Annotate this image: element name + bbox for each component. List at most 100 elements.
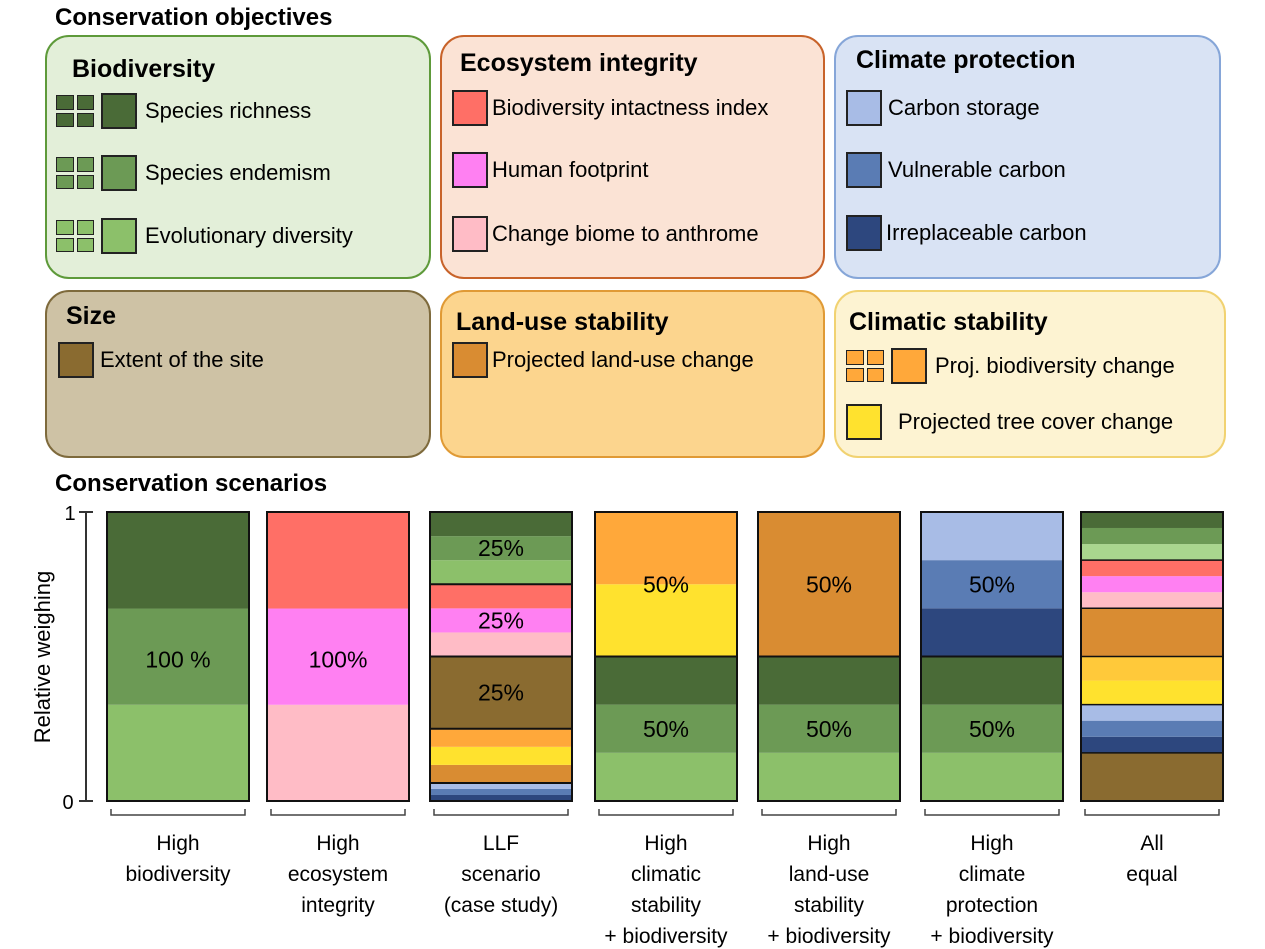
bar-segment (921, 560, 1063, 609)
bar-segment (267, 608, 409, 705)
grid-icon (846, 350, 884, 382)
legend-label: Species richness (145, 98, 312, 123)
swatch (846, 152, 882, 188)
data-label: 25% (478, 607, 524, 633)
category-label: protection (946, 894, 1038, 917)
legend-item-vulnerable-carbon: Vulnerable carbon (846, 152, 1066, 188)
bar-stack: 100% High ecosystem integrity (266, 511, 410, 917)
category-label: High (807, 832, 850, 855)
legend-label: Species endemism (145, 160, 331, 185)
legend-item-landuse-change: Projected land-use change (452, 342, 754, 378)
bar-stack: 50% 50% High land-use stability + biodiversit… (757, 511, 901, 948)
bar-outline (757, 511, 901, 802)
category-bracket (924, 809, 1060, 816)
ecosystem-title: Ecosystem integrity (460, 49, 698, 77)
legend-label: Evolutionary diversity (145, 223, 353, 248)
bar-outline (920, 511, 1064, 802)
legend-item-evolutionary-diversity: Evolutionary diversity (56, 218, 353, 254)
data-label: 50% (806, 571, 852, 597)
bar-outline (106, 511, 250, 802)
category-label: High (970, 832, 1013, 855)
legend-item-biodiversity-intactness: Biodiversity intactness index (452, 90, 768, 126)
category-label: High (644, 832, 687, 855)
bar-segment (430, 632, 572, 657)
bar-segment (1081, 608, 1223, 657)
data-label: 100% (309, 646, 368, 672)
category-label: (case study) (444, 894, 558, 917)
bar-segment (595, 584, 737, 657)
legend-item-carbon-storage: Carbon storage (846, 90, 1040, 126)
bar-segment (921, 656, 1063, 705)
category-label: stability (631, 894, 702, 917)
bar-segment (921, 608, 1063, 657)
bar-segment (1081, 560, 1223, 577)
category-label: equal (1126, 863, 1177, 886)
legend-item-human-footprint: Human footprint (452, 152, 649, 188)
category-label: High (316, 832, 359, 855)
bar-segment (1081, 527, 1223, 545)
climate-protection-title: Climate protection (856, 46, 1076, 74)
bar-stack: 50% 50% High climatic stability + biodiversit… (594, 511, 738, 948)
bar-segment (595, 704, 737, 753)
data-label: 25% (478, 535, 524, 561)
bar-outline (266, 511, 410, 802)
swatch (846, 404, 882, 440)
bar-stack: 50% 50% High climate protection + biodiversit… (920, 511, 1064, 948)
bar-segment (267, 512, 409, 609)
bar-stack: 25% 25% 25% LLF scenario (case study) (429, 511, 573, 917)
legend-label: Change biome to anthrome (492, 221, 759, 246)
bar-segment (595, 512, 737, 585)
bar-segment (430, 536, 572, 561)
data-label: 50% (643, 716, 689, 742)
bar-segment (430, 764, 572, 783)
bar-segment (430, 560, 572, 585)
category-label: + biodiversity (930, 925, 1054, 948)
swatch (452, 216, 488, 252)
bar-segment (430, 746, 572, 765)
data-label: 50% (969, 716, 1015, 742)
y-tick-label: 1 (64, 503, 75, 525)
bar-segment (1081, 592, 1223, 609)
grid-icon (56, 95, 94, 127)
bar-segment (430, 608, 572, 633)
category-label: climate (959, 863, 1026, 886)
bar-segment (107, 704, 249, 801)
y-axis-label: Relative weighing (30, 571, 55, 743)
bar-outline (594, 511, 738, 802)
category-label: biodiversity (125, 863, 231, 886)
bar-segment (430, 782, 572, 789)
legend-label: Proj. biodiversity change (935, 353, 1175, 378)
category-label: LLF (483, 832, 519, 855)
category-label: + biodiversity (604, 925, 728, 948)
data-label: 50% (969, 571, 1015, 597)
swatch (891, 348, 927, 384)
bar-segment (107, 512, 249, 609)
data-label: 100 % (145, 646, 210, 672)
bar-segment (430, 794, 572, 801)
swatch (452, 152, 488, 188)
bar-segment (430, 788, 572, 795)
bar-stack: 100 % High biodiversity (106, 511, 250, 886)
bar-segment (430, 584, 572, 609)
category-label: stability (794, 894, 865, 917)
swatch (58, 342, 94, 378)
legend-label: Vulnerable carbon (888, 157, 1066, 182)
data-label: 50% (643, 571, 689, 597)
category-bracket (270, 809, 406, 816)
scenarios-heading: Conservation scenarios (55, 470, 328, 497)
bars: 100 % High biodiversity 100% High ecosystem in… (106, 511, 1224, 948)
bar-segment (1081, 680, 1223, 705)
category-bracket (598, 809, 734, 816)
category-label: All (1140, 832, 1163, 855)
legend-item-species-richness: Species richness (56, 93, 311, 129)
bar-segment (430, 512, 572, 537)
data-label: 25% (478, 680, 524, 706)
category-label: + biodiversity (767, 925, 891, 948)
landuse-box (440, 290, 825, 458)
y-tick-label: 0 (62, 792, 73, 814)
legend-item-proj-biodiversity: Proj. biodiversity change (846, 348, 1175, 384)
legend-item-tree-cover: Projected tree cover change (846, 404, 1173, 440)
category-label: High (156, 832, 199, 855)
category-bracket (1084, 809, 1220, 816)
legend-label: Extent of the site (100, 347, 264, 372)
